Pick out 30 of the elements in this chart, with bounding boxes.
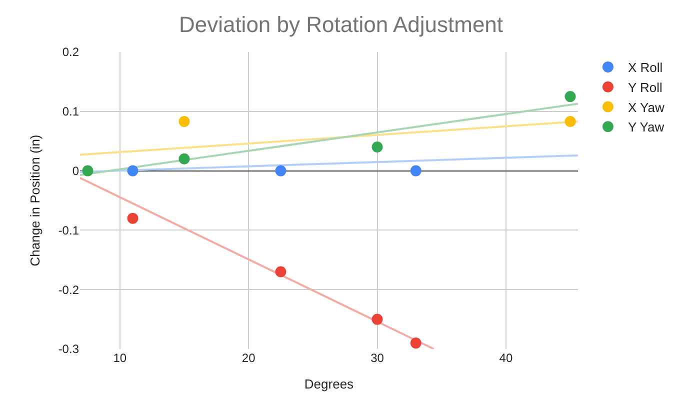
y-tick-label: 0.1 (62, 104, 80, 119)
point (564, 91, 576, 102)
y-tick-label: 0 (72, 164, 80, 178)
point (178, 116, 190, 127)
legend-label: X Roll (628, 60, 663, 76)
point (410, 165, 422, 176)
point (82, 165, 94, 176)
legend-label: X Yaw (628, 100, 665, 115)
y-tick-label: -0.3 (58, 342, 80, 356)
point (372, 314, 383, 325)
y-axis-title: Change in Position (in) (27, 134, 42, 266)
y-tick-label: 0.2 (62, 45, 80, 60)
y-tick-label: -0.2 (58, 282, 80, 297)
legend-label: Y Yaw (628, 120, 665, 135)
point (178, 153, 190, 164)
x-tick-label: 30 (370, 351, 384, 365)
y-tick-label: -0.1 (58, 223, 80, 238)
point (564, 116, 576, 127)
point (127, 165, 138, 176)
x-tick-label: 40 (499, 351, 513, 365)
x-tick-label: 20 (242, 351, 256, 365)
x-tick-label: 10 (113, 351, 127, 365)
point (410, 338, 422, 349)
chart-title: Deviation by Rotation Adjustment (178, 12, 504, 37)
x-axis-title: Degrees (304, 376, 354, 392)
point (372, 142, 383, 153)
point (127, 212, 138, 224)
legend-label: Y Roll (628, 80, 663, 95)
point (275, 266, 286, 278)
point (275, 165, 286, 176)
